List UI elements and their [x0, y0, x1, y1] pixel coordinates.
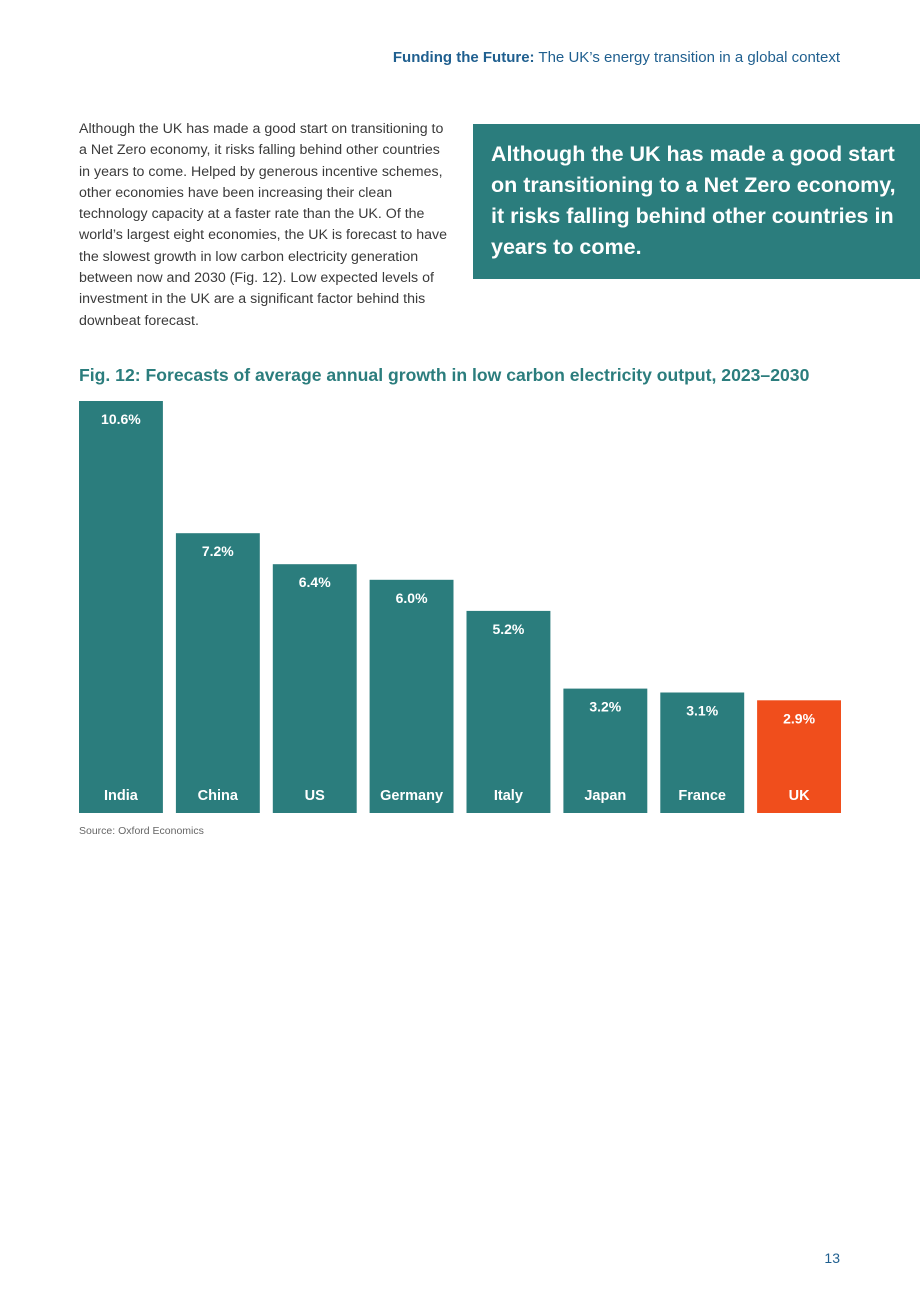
- bar-india: [79, 401, 163, 813]
- category-label-uk: UK: [789, 788, 810, 804]
- bar-chart: 10.6% India 7.2% China 6.4% US 6.0% Germany 5.2%…: [79, 401, 841, 813]
- body-paragraph: Although the UK has made a good start on…: [79, 121, 448, 329]
- value-label-italy: 5.2%: [492, 621, 524, 637]
- bar-france: [660, 692, 745, 813]
- value-label-uk: 2.9%: [783, 710, 815, 726]
- bar-italy: [466, 610, 551, 813]
- value-label-germany: 6.0%: [396, 590, 428, 606]
- source-note: Source: Oxford Economics: [79, 825, 204, 837]
- bar-uk: [757, 700, 841, 813]
- category-label-france: France: [678, 788, 726, 804]
- value-label-india: 10.6%: [101, 411, 141, 427]
- bar-japan: [563, 688, 648, 813]
- running-header: Funding the Future: The UK’s energy tran…: [393, 49, 840, 66]
- value-label-japan: 3.2%: [589, 699, 621, 715]
- category-label-germany: Germany: [380, 788, 443, 804]
- pull-quote-text: Although the UK has made a good start on…: [491, 142, 896, 259]
- value-label-china: 7.2%: [202, 543, 234, 559]
- category-label-japan: Japan: [584, 788, 626, 804]
- figure-title: Fig. 12: Forecasts of average annual gro…: [79, 365, 810, 385]
- bar-china: [175, 533, 260, 813]
- value-label-us: 6.4%: [299, 574, 331, 590]
- category-label-india: India: [104, 788, 139, 804]
- category-label-china: China: [198, 788, 239, 804]
- pull-quote-box: Although the UK has made a good start on…: [473, 124, 920, 279]
- category-label-us: US: [305, 788, 325, 804]
- header-subtitle: The UK’s energy transition in a global c…: [534, 49, 840, 66]
- page-number: 13: [824, 1250, 840, 1266]
- bar-germany: [369, 579, 454, 813]
- header-bold: Funding the Future:: [392, 49, 535, 66]
- value-label-france: 3.1%: [686, 703, 718, 719]
- bar-us: [272, 564, 357, 813]
- category-label-italy: Italy: [494, 788, 523, 804]
